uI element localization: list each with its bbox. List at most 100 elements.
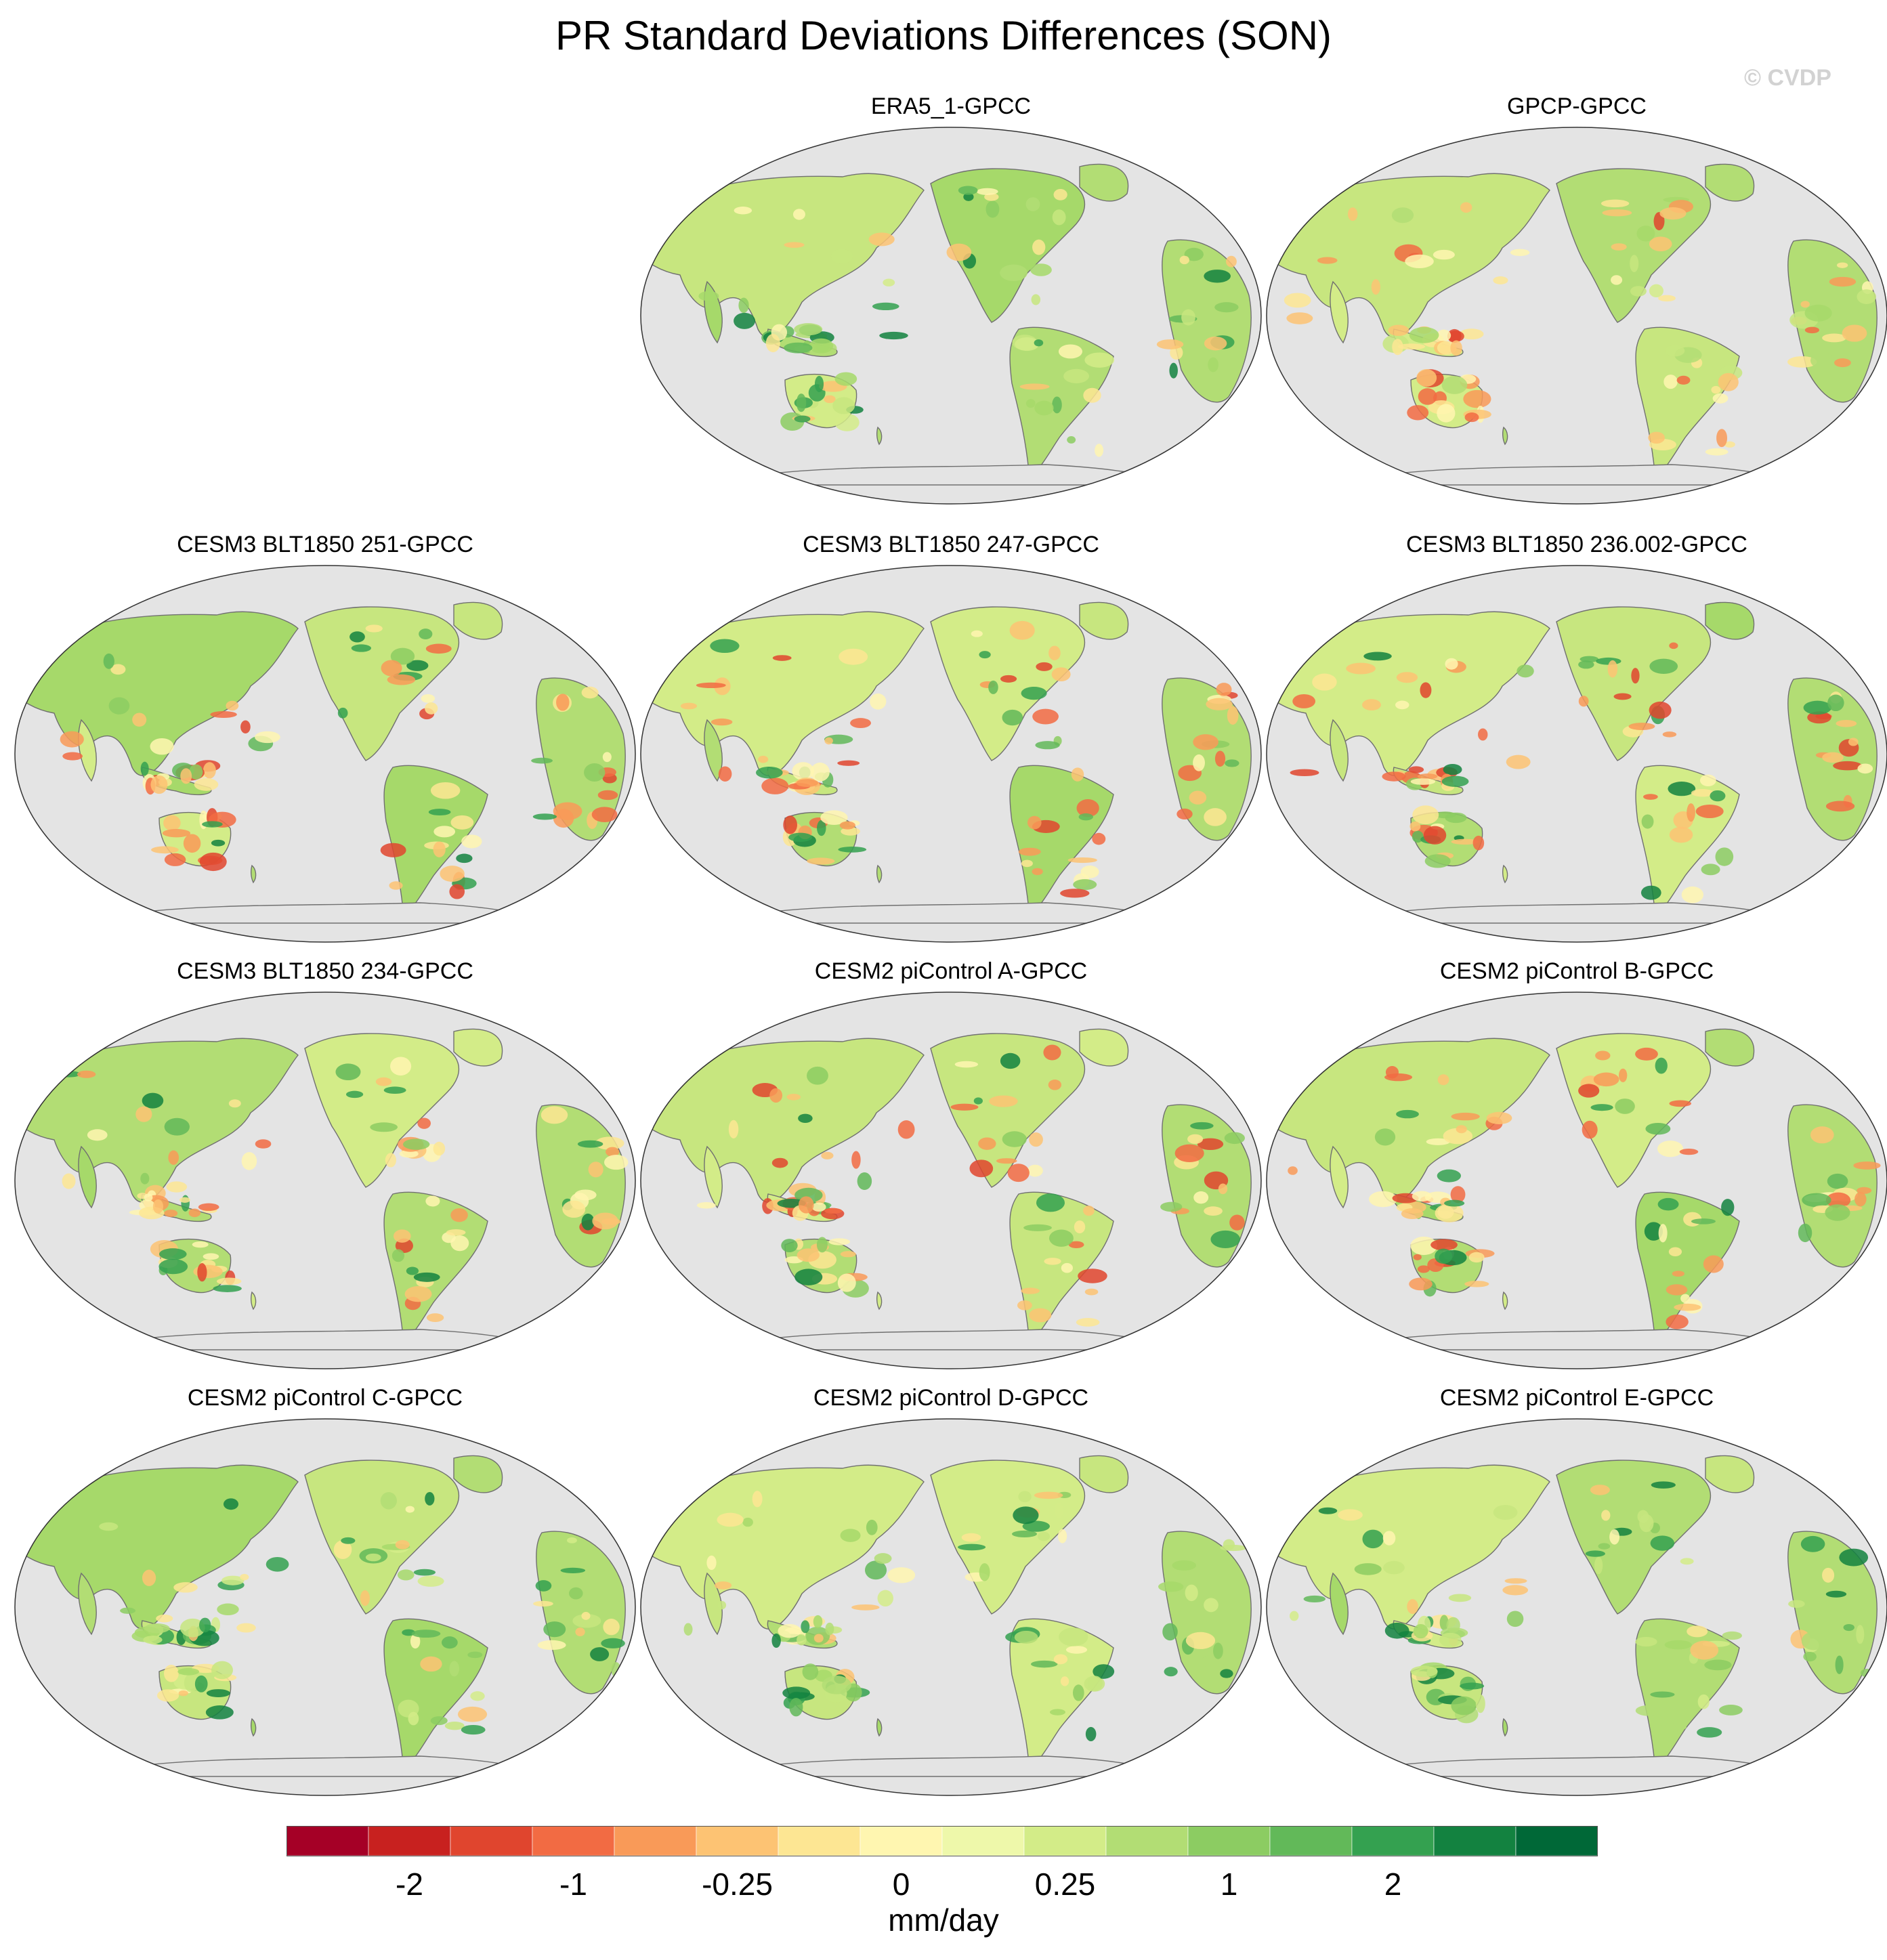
panel-title: CESM3 BLT1850 251-GPCC (177, 532, 473, 557)
anomaly-patch (380, 843, 406, 857)
anomaly-patch (1798, 1223, 1812, 1243)
anomaly-patch (584, 763, 606, 782)
anomaly-patch (341, 1537, 356, 1544)
land-nzealand (876, 1718, 883, 1737)
anomaly-patch (758, 755, 769, 763)
map-panel: ERA5_1-GPCC (639, 93, 1263, 507)
land-india (78, 1145, 97, 1209)
anomaly-patch (142, 1092, 164, 1109)
anomaly-patch (1649, 701, 1672, 719)
anomaly-patch (1800, 1535, 1825, 1552)
anomaly-patch (135, 1106, 152, 1122)
anomaly-patch (1362, 699, 1381, 711)
anomaly-patch (1071, 767, 1084, 782)
anomaly-patch (769, 1088, 783, 1103)
anomaly-patch (1787, 356, 1817, 368)
anomaly-patch (1611, 275, 1623, 285)
anomaly-patch (408, 1711, 419, 1726)
anomaly-patch (866, 1519, 878, 1535)
anomaly-patch (1825, 1590, 1847, 1598)
anomaly-patch (456, 853, 473, 864)
map-border (14, 1418, 636, 1796)
anomaly-patch (1383, 1560, 1405, 1575)
anomaly-patch (1659, 207, 1687, 220)
anomaly-patch (143, 1636, 163, 1644)
anomaly-patch (1663, 375, 1678, 389)
anomaly-patch (1413, 1623, 1428, 1639)
anomaly-patch (1835, 1655, 1844, 1674)
anomaly-patch (988, 680, 998, 694)
anomaly-patch (1292, 694, 1316, 708)
anomaly-patch (1803, 1651, 1817, 1662)
anomaly-patch (1032, 868, 1043, 876)
anomaly-patch (87, 1129, 108, 1141)
anomaly-patch (1409, 1277, 1433, 1291)
anomaly-patch (1829, 276, 1857, 287)
anomaly-patch (985, 200, 1000, 218)
anomaly-patch (792, 209, 805, 220)
land-india (1330, 719, 1349, 782)
map-border (1266, 565, 1887, 943)
anomaly-patch (1204, 1598, 1218, 1613)
anomaly-patch (801, 1620, 810, 1634)
anomaly-patch (180, 768, 192, 784)
anomaly-patch (877, 1590, 893, 1607)
anomaly-patch (798, 1196, 814, 1214)
anomaly-patch (1435, 1203, 1464, 1222)
anomaly-patch (772, 655, 792, 661)
anomaly-patch (420, 1656, 442, 1672)
anomaly-patch (1347, 207, 1358, 221)
world-map (14, 565, 636, 943)
anomaly-patch (226, 700, 239, 711)
anomaly-patch (430, 1716, 448, 1726)
anomaly-patch (1697, 1727, 1722, 1738)
anomaly-patch (1318, 1507, 1338, 1514)
land-india (1330, 280, 1349, 344)
anomaly-patch (1668, 1247, 1682, 1256)
anomaly-patch (1630, 255, 1639, 272)
anomaly-patch (1719, 1705, 1743, 1716)
anomaly-patch (1065, 1646, 1088, 1654)
anomaly-patch (1640, 885, 1661, 900)
anomaly-patch (1303, 1595, 1326, 1602)
anomaly-patch (1193, 1191, 1209, 1204)
anomaly-patch (840, 1251, 856, 1258)
anomaly-patch (1014, 1630, 1038, 1644)
anomaly-patch (1162, 1623, 1178, 1641)
anomaly-patch (1197, 1138, 1224, 1150)
anomaly-patch (1451, 838, 1479, 845)
anomaly-patch (1853, 1161, 1881, 1170)
anomaly-patch (1593, 1072, 1619, 1087)
anomaly-patch (1445, 658, 1458, 670)
anomaly-patch (976, 188, 998, 195)
anomaly-patch (597, 790, 618, 801)
anomaly-patch (1636, 226, 1655, 242)
anomaly-patch (1284, 293, 1311, 308)
anomaly-patch (792, 762, 815, 781)
anomaly-patch (1631, 668, 1640, 684)
anomaly-patch (457, 1706, 488, 1722)
anomaly-patch (210, 710, 237, 718)
anomaly-patch (1000, 675, 1017, 683)
anomaly-patch (1486, 1111, 1512, 1124)
map-border (1266, 1418, 1887, 1796)
anomaly-patch (383, 1086, 406, 1094)
anomaly-patch (1176, 808, 1193, 820)
anomaly-patch (1715, 847, 1734, 866)
anomaly-patch (821, 1151, 834, 1159)
anomaly-patch (1460, 202, 1472, 213)
anomaly-patch (205, 1705, 234, 1720)
anomaly-patch (405, 1506, 415, 1513)
anomaly-patch (1401, 1208, 1424, 1220)
anomaly-patch (783, 815, 797, 834)
colorbar-tick-label: 0.25 (1034, 1867, 1096, 1902)
anomaly-patch (164, 1117, 190, 1136)
anomaly-patch (1034, 339, 1044, 347)
map-border (14, 992, 636, 1369)
anomaly-patch (540, 1106, 568, 1124)
land-india (704, 719, 723, 782)
anomaly-patch (1405, 254, 1434, 268)
anomaly-patch (1842, 324, 1867, 342)
anomaly-patch (183, 834, 201, 853)
anomaly-patch (1418, 388, 1437, 405)
